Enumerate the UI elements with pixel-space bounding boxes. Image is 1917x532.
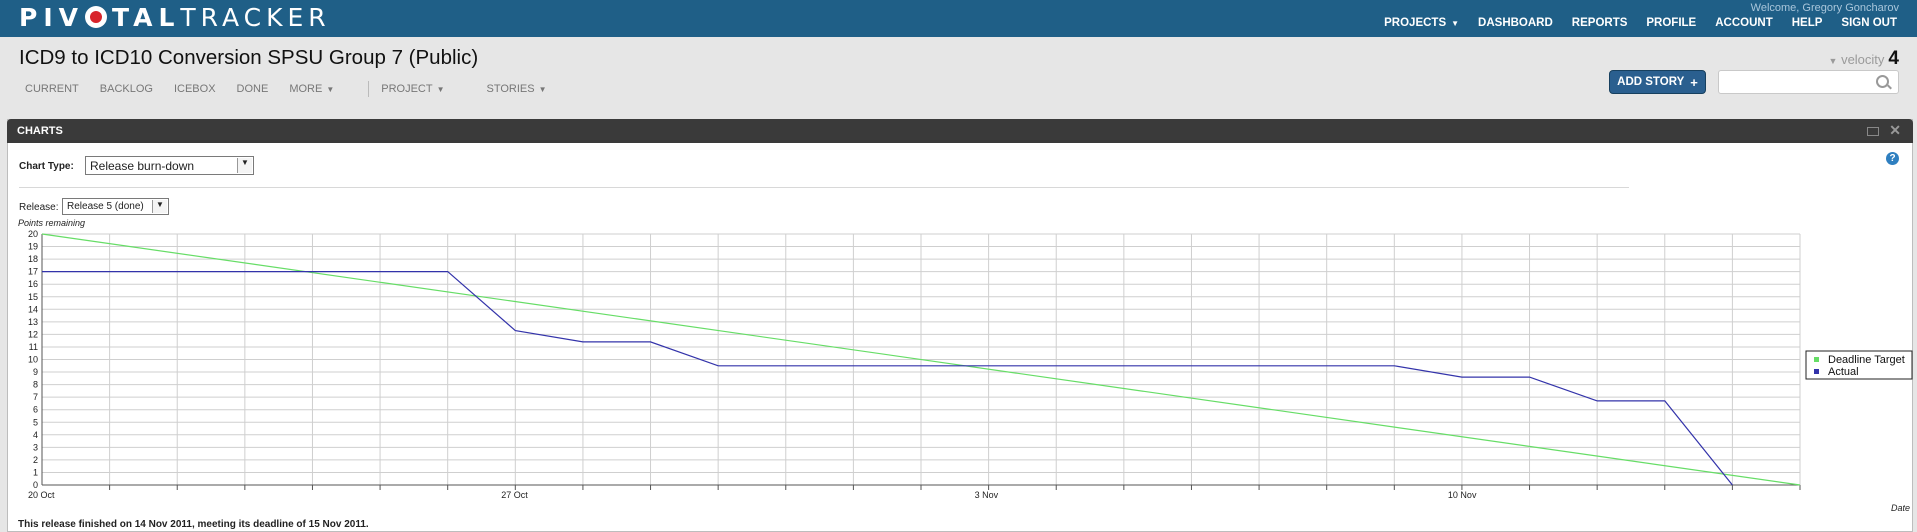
chart-type-label: Chart Type: — [19, 161, 74, 172]
page-title: ICD9 to ICD10 Conversion SPSU Group 7 (P… — [19, 46, 479, 69]
charts-panel — [7, 119, 1913, 532]
tab-icebox[interactable]: ICEBOX — [173, 83, 216, 95]
nav-reports[interactable]: REPORTS — [1571, 17, 1628, 29]
chevron-down-icon: ▼ — [1451, 19, 1460, 28]
chevron-down-icon: ▼ — [152, 200, 167, 213]
chevron-down-icon: ▼ — [538, 85, 547, 94]
chevron-down-icon: ▼ — [237, 158, 252, 173]
plus-icon: + — [1690, 74, 1698, 90]
chevron-down-icon: ▼ — [326, 85, 335, 94]
divider — [368, 81, 370, 97]
velocity-indicator[interactable]: ▼ velocity 4 — [1828, 48, 1899, 69]
help-icon[interactable]: ? — [1886, 152, 1899, 165]
nav-sign-out[interactable]: SIGN OUT — [1841, 17, 1897, 29]
add-story-button[interactable]: ADD STORY + — [1609, 70, 1706, 94]
top-nav: PROJECTS ▼ DASHBOARD REPORTS PROFILE ACCO… — [1365, 17, 1897, 29]
nav-projects[interactable]: PROJECTS ▼ — [1384, 17, 1460, 29]
search-icon[interactable] — [1876, 75, 1889, 88]
release-select[interactable]: Release 5 (done) ▼ — [62, 198, 169, 215]
nav-dashboard[interactable]: DASHBOARD — [1478, 17, 1553, 29]
menu-stories[interactable]: STORIES ▼ — [486, 83, 547, 95]
tab-done[interactable]: DONE — [236, 83, 269, 95]
pivotal-tracker-logo[interactable]: PIV TALTRACKER — [19, 3, 331, 32]
tab-backlog[interactable]: BACKLOG — [99, 83, 153, 95]
velocity-value: 4 — [1888, 48, 1899, 69]
tab-current[interactable]: CURRENT — [25, 83, 79, 95]
search-box[interactable] — [1718, 70, 1899, 94]
release-summary: This release finished on 14 Nov 2011, me… — [18, 519, 369, 530]
minimize-icon[interactable] — [1867, 127, 1879, 136]
menu-project[interactable]: PROJECT ▼ — [381, 83, 445, 95]
panel-title: CHARTS — [17, 125, 63, 137]
welcome-text: Welcome, Gregory Goncharov — [1750, 2, 1899, 14]
panel-header: CHARTS ✕ — [7, 119, 1913, 143]
chevron-down-icon: ▼ — [1828, 56, 1838, 66]
nav-help[interactable]: HELP — [1791, 17, 1823, 29]
logo-circle-icon — [84, 6, 107, 28]
chart-type-select[interactable]: Release burn-down ▼ — [85, 156, 254, 175]
nav-account[interactable]: ACCOUNT — [1715, 17, 1773, 29]
search-input[interactable] — [1723, 74, 1877, 92]
close-icon[interactable]: ✕ — [1889, 122, 1901, 138]
top-bar: PIV TALTRACKER Welcome, Gregory Goncharov… — [0, 0, 1917, 37]
project-tabs: CURRENT BACKLOG ICEBOX DONE MORE ▼ PROJEC… — [25, 81, 589, 97]
divider — [19, 187, 1629, 188]
nav-profile[interactable]: PROFILE — [1646, 17, 1697, 29]
release-label: Release: — [19, 202, 59, 213]
chevron-down-icon: ▼ — [436, 85, 445, 94]
tab-more[interactable]: MORE ▼ — [289, 83, 335, 95]
